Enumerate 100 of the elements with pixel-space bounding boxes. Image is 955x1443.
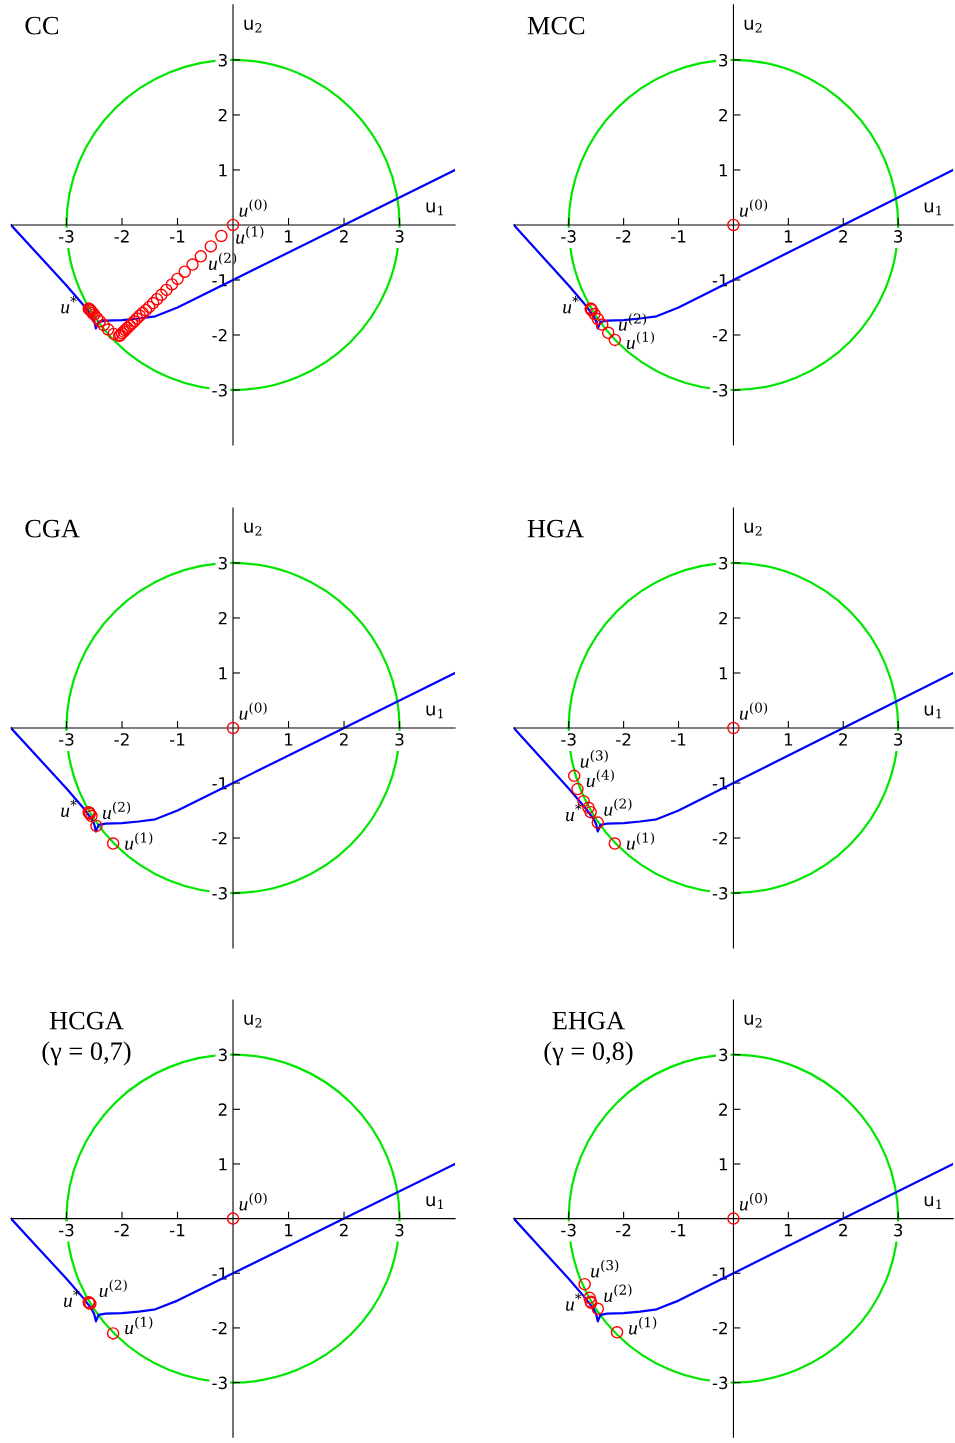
annotation: u$^{*}$ [563,295,579,314]
y-tick-label: -3 [212,887,227,900]
annotation: u$^{(1)}$ [626,832,655,850]
x-tick-label: -3 [59,230,74,243]
y-tick-label: 2 [719,611,727,625]
annotation: u$^{*}$ [566,803,582,822]
x-tick-label: 2 [339,733,348,746]
x-tick-label: 1 [285,733,293,746]
x-tick-label: 3 [894,733,903,746]
x-tick-label: -3 [59,733,74,746]
x-tick-label: 3 [894,1223,903,1237]
annotation: u$^{(0)}$ [739,1192,768,1211]
y-tick-label: 1 [219,1158,227,1171]
x-tick-label: -1 [170,230,185,243]
annotation: u$^{(4)}$ [586,769,614,788]
x-tick-label: -2 [114,1223,129,1237]
chart-title: MCC [527,16,585,35]
x-tick-label: -1 [170,733,185,746]
x-tick-label: -2 [114,733,129,746]
y-tick-label: -2 [212,1321,227,1335]
x-tick-label: 3 [395,1223,404,1237]
x-axis-title: u$_{1}$ [426,1196,443,1209]
y-tick-label: -3 [712,1376,728,1390]
annotation: u$^{(3)}$ [591,1259,619,1278]
x-tick-label: 1 [784,230,793,243]
annotation: u$^{(1)}$ [125,832,153,850]
annotation: u$^{(0)}$ [239,1192,267,1211]
y-tick-label: 2 [218,108,227,122]
y-tick-label: -3 [712,383,728,397]
y-axis-title: u$_{2}$ [244,19,262,33]
x-tick-label: 1 [784,1223,793,1237]
y-tick-label: 3 [218,556,227,570]
x-tick-label: -2 [616,733,631,746]
y-axis-title: u$_{2}$ [244,1014,262,1028]
x-axis-title: u$_{1}$ [426,705,443,719]
y-tick-label: -3 [212,1376,227,1390]
y-tick-label: -2 [212,831,227,845]
x-axis-title: u$_{1}$ [924,1196,942,1209]
y-tick-label: -3 [712,887,728,900]
y-tick-label: 2 [218,1103,227,1116]
x-tick-label: -1 [671,733,686,746]
annotation: u$^{*}$ [566,1293,582,1311]
y-tick-label: 3 [218,1048,227,1062]
chart-title: CC [25,16,59,35]
x-tick-label: 1 [285,1223,293,1237]
annotation: u$^{(0)}$ [739,702,768,720]
x-tick-label: 1 [285,230,293,243]
x-tick-label: -3 [561,733,576,746]
chart-title: HCGA [49,1011,124,1030]
y-tick-label: 1 [219,667,227,680]
y-tick-label: 2 [719,1103,727,1116]
x-tick-label: -1 [671,1223,686,1237]
annotation: u$^{(0)}$ [239,199,267,217]
y-tick-label: -2 [712,831,727,845]
x-tick-label: -3 [59,1223,74,1237]
annotation: u$^{(3)}$ [580,750,608,768]
y-tick-label: -2 [712,1321,727,1335]
y-axis-title: u$_{2}$ [744,522,762,536]
text: (γ = 0,8) [544,1041,633,1066]
y-tick-label: 1 [719,667,728,680]
x-tick-label: -2 [616,230,631,243]
x-tick-label: 3 [395,733,404,746]
y-axis-title: u$_{2}$ [744,1014,762,1028]
y-tick-label: 1 [719,164,728,177]
x-tick-label: 2 [839,230,847,243]
y-tick-label: 3 [719,53,728,67]
x-tick-label: 3 [395,230,404,243]
annotation: u$^{(1)}$ [626,331,655,350]
x-tick-label: 2 [839,1223,847,1237]
annotation: u$^{(1)}$ [236,226,264,244]
annotation: u$^{*}$ [61,799,77,817]
x-tick-label: -3 [561,230,576,243]
chart-title: EHGA [552,1011,625,1030]
y-tick-label: 2 [719,108,727,122]
chart-title: CGA [25,519,80,538]
x-tick-label: -1 [170,1223,185,1237]
y-axis-title: u$_{2}$ [244,522,262,536]
x-tick-label: 3 [894,230,903,243]
x-axis-title: u$_{1}$ [924,705,942,719]
x-tick-label: -2 [114,230,129,243]
annotation: u$^{(2)}$ [604,798,632,816]
annotation: u$^{(0)}$ [739,199,768,217]
y-tick-label: -2 [212,328,227,342]
x-tick-label: 2 [339,230,348,243]
x-tick-label: 2 [839,733,847,746]
y-tick-label: 1 [219,164,227,177]
annotation: u$^{(1)}$ [125,1316,153,1335]
y-tick-label: 3 [218,53,227,67]
y-tick-label: 1 [719,1158,728,1171]
x-axis-title: u$_{1}$ [426,202,443,216]
x-tick-label: 1 [784,733,793,746]
annotation: u$^{(2)}$ [102,801,131,820]
y-tick-label: 3 [719,556,728,570]
x-axis-title: u$_{1}$ [924,202,942,216]
annotation: u$^{(2)}$ [604,1284,632,1303]
x-tick-label: -2 [616,1223,631,1237]
y-tick-label: 3 [719,1048,728,1062]
chart-title: HGA [527,519,584,538]
x-tick-label: -1 [671,230,686,243]
y-axis-title: u$_{2}$ [744,19,762,33]
